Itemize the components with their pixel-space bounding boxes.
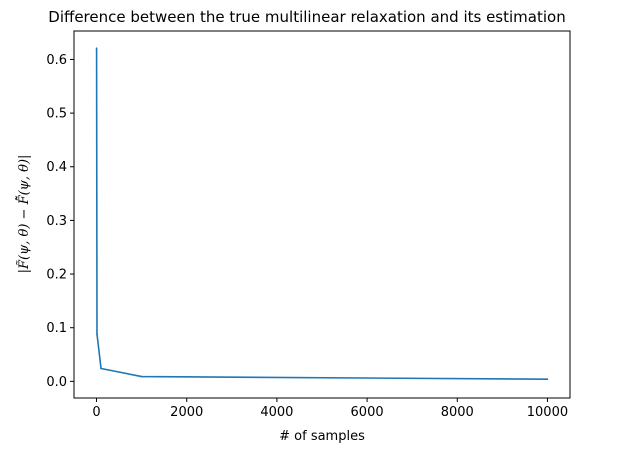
x-axis-ticks: 0 2000 4000 6000 8000 10000 (92, 398, 568, 420)
data-point (95, 47, 98, 49)
y-axis-label: |F̃(ψ, θ) − F̂̃(ψ, θ)| (16, 155, 32, 274)
y-tick-label: 0.2 (46, 268, 67, 283)
series-line-group (95, 47, 549, 381)
data-point (96, 333, 98, 335)
y-tick-label: 0.0 (46, 375, 67, 390)
x-tick-label: 2000 (170, 405, 203, 420)
x-tick-label: 8000 (441, 405, 474, 420)
data-point (100, 367, 102, 370)
y-tick-label: 0.5 (46, 107, 67, 122)
y-tick-label: 0.6 (46, 53, 67, 68)
axes-frame (73, 30, 571, 399)
x-tick-label: 10000 (527, 405, 568, 420)
chart-title: Difference between the true multilinear … (48, 8, 565, 26)
y-axis-ticks: 0.0 0.1 0.2 0.3 0.4 0.5 0.6 (46, 53, 74, 390)
x-axis-label: # of samples (279, 429, 365, 444)
data-point (140, 375, 143, 378)
x-tick-label: 0 (92, 405, 100, 420)
y-tick-label: 0.1 (46, 321, 67, 336)
x-tick-label: 4000 (260, 405, 293, 420)
data-point (546, 378, 549, 381)
y-tick-label: 0.3 (46, 214, 67, 229)
y-tick-label: 0.4 (46, 160, 67, 175)
x-tick-label: 6000 (351, 405, 384, 420)
